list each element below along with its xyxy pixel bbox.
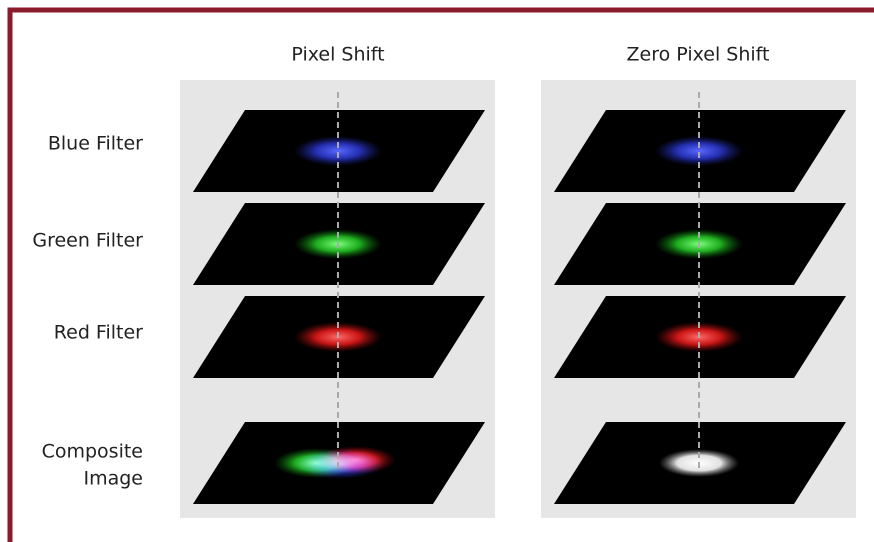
- row-label: Red Filter: [54, 322, 143, 344]
- light-spot: [655, 136, 743, 166]
- light-spot: [294, 136, 382, 166]
- column-title: Zero Pixel Shift: [627, 44, 770, 66]
- row-label: Image: [83, 468, 143, 490]
- column-title: Pixel Shift: [291, 44, 384, 66]
- row-label: Green Filter: [32, 230, 143, 252]
- figure: Pixel Shift Zero Pixel Shift Blue Filter…: [0, 0, 874, 542]
- row-label: Composite: [42, 441, 143, 463]
- light-spot: [296, 449, 384, 479]
- plates: [193, 92, 846, 504]
- row-label: Blue Filter: [48, 133, 143, 155]
